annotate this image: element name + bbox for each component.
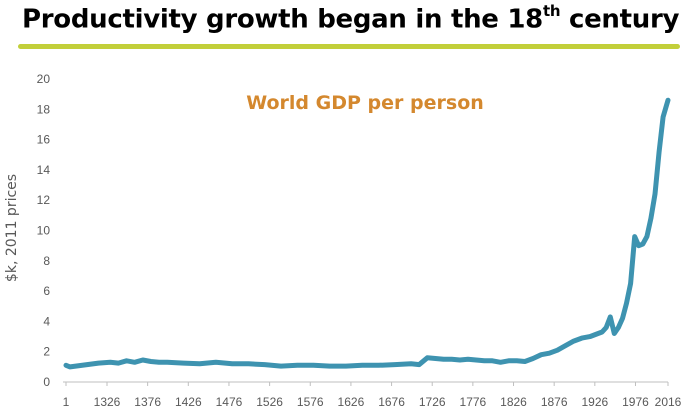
y-tick-label: 16: [37, 133, 51, 147]
x-tick-label: 1776: [460, 395, 487, 409]
y-tick-label: 10: [37, 224, 51, 238]
x-tick-label: 1676: [378, 395, 405, 409]
chart-title: World GDP per person: [246, 92, 484, 114]
x-tick-label: 1: [63, 395, 70, 409]
y-tick-label: 20: [37, 72, 51, 86]
y-tick-label: 8: [43, 254, 50, 268]
x-tick-label: 1326: [94, 395, 121, 409]
y-tick-label: 6: [43, 284, 50, 298]
y-tick-label: 2: [43, 345, 50, 359]
title-underline: [18, 44, 680, 49]
x-tick-label: 1526: [256, 395, 283, 409]
x-tick-label: 1876: [541, 395, 568, 409]
x-tick-label: 1926: [581, 395, 608, 409]
x-tick-label: 1976: [622, 395, 649, 409]
x-tick-label: 1626: [338, 395, 365, 409]
x-tick-label: 1476: [216, 395, 243, 409]
x-tick-label: 2016: [655, 395, 682, 409]
x-axis-ticks: 1 1326 1376 1426 1476 1526 1576 1626 1676 1726 177…: [63, 395, 682, 409]
y-axis-ticks: 0 2 4 6 8 10 12 14 16 18 20: [37, 72, 51, 389]
y-tick-label: 0: [43, 375, 50, 389]
x-tick-label: 1426: [175, 395, 202, 409]
x-tick-label: 1576: [297, 395, 324, 409]
y-tick-label: 4: [43, 314, 50, 328]
slide-title-main: Productivity growth began in the 18: [22, 4, 543, 35]
slide-title-end: century: [560, 4, 680, 35]
slide-title: Productivity growth began in the 18th ce…: [22, 2, 680, 35]
series-line-world-gdp: [63, 97, 671, 370]
y-tick-label: 18: [37, 102, 51, 116]
y-tick-label: 12: [37, 193, 51, 207]
y-axis-label: $k, 2011 prices: [4, 174, 20, 282]
x-tick-label: 1826: [500, 395, 527, 409]
y-tick-label: 14: [37, 163, 51, 177]
x-tick-marks: [65, 382, 669, 386]
x-tick-label: 1726: [419, 395, 446, 409]
x-tick-label: 1376: [134, 395, 161, 409]
slide-title-superscript: th: [542, 2, 561, 20]
